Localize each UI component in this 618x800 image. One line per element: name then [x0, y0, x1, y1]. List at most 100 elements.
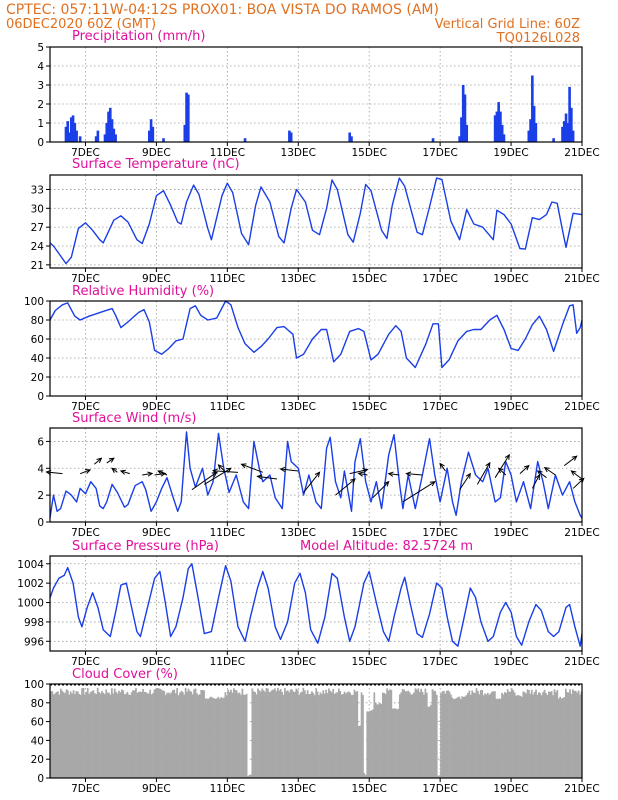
cloud-bar [76, 691, 79, 778]
wind-arrow-head [357, 471, 364, 477]
cloud-bar [508, 691, 510, 778]
precip-bar [96, 130, 100, 142]
wind-arrow-head [217, 464, 224, 470]
precip-bar [463, 94, 467, 142]
cloud-bar [59, 688, 62, 778]
cloud-bar [573, 690, 576, 778]
cloud-bar [495, 698, 498, 778]
cloud-bar [308, 694, 310, 778]
cloud-bar [267, 688, 269, 778]
cloud-bar [369, 710, 371, 778]
precip-bar [94, 136, 98, 142]
cloud-bar [474, 693, 476, 778]
wind-arrow [372, 480, 390, 499]
wind-arrow [543, 466, 556, 476]
cloud-bar [250, 774, 252, 778]
cloud-bar [108, 692, 110, 778]
cloud-bar [234, 689, 237, 778]
cloud-bar [560, 698, 563, 778]
cloud-bar [320, 693, 323, 778]
cloud-bar [271, 689, 274, 778]
x-tick-label: 9DEC [142, 147, 171, 159]
precip-bar [66, 121, 70, 142]
wind-arrow-shaft [257, 475, 278, 480]
wind-arrow [94, 457, 103, 465]
cloud-bar [440, 693, 442, 778]
precip-bar [75, 130, 78, 142]
cloud-bar [302, 687, 305, 778]
cloud-bar [187, 688, 190, 778]
cloud-bar [101, 691, 103, 778]
cloud-bar [477, 690, 479, 778]
cloud-bar [237, 693, 239, 778]
wind-arrow-head [383, 480, 390, 487]
cloud-bar [294, 691, 296, 778]
cloud-bar [411, 694, 414, 778]
wind-arrow [563, 455, 578, 466]
cloud-bar [299, 692, 302, 778]
precip-bar [348, 132, 351, 142]
cloud-bar [423, 694, 425, 778]
wind-arrow [439, 462, 446, 472]
x-tick-label: 19DEC [493, 147, 528, 159]
cloud-bar [106, 692, 109, 778]
cloud-bar [78, 693, 81, 778]
cloud-bar [125, 693, 127, 778]
cloud-bar [198, 694, 201, 778]
cloud-bar [75, 691, 78, 778]
cloud-bar [406, 691, 408, 778]
wind-arrow-head [465, 472, 471, 479]
cloud-bar [130, 692, 133, 778]
wind-arrow-shaft [94, 457, 102, 465]
x-tick-label: 7DEC [71, 527, 100, 539]
cloud-bar [217, 696, 220, 778]
cloud-bar [58, 694, 61, 778]
cloud-bar [51, 691, 54, 778]
cloud-bar [469, 694, 472, 778]
cloud-bar [181, 691, 184, 778]
cloud-bar [515, 695, 518, 778]
precip-bar [71, 115, 75, 142]
cloud-bar [92, 690, 95, 778]
wind-arrow-shaft [439, 463, 446, 472]
pressure-frame [49, 555, 583, 652]
cloud-bar [183, 694, 186, 778]
cloud-bar [99, 693, 102, 778]
wind-arrow-head [439, 462, 445, 469]
cloud-bar [489, 693, 492, 778]
y-tick-label: 24 [31, 241, 45, 253]
precip-bar [502, 134, 506, 142]
cloud-bar [105, 689, 108, 778]
cloud-bar [79, 694, 82, 778]
cloud-bar [102, 692, 105, 778]
cloud-bar [538, 692, 540, 778]
wind-arrow-head [362, 468, 369, 474]
precip-bar [561, 126, 564, 142]
wind-arrow-head [157, 470, 164, 476]
precip-bar [151, 126, 155, 142]
x-tick-label: 11DEC [210, 147, 245, 159]
cloud-bar [230, 689, 232, 778]
y-tick-label: 80 [31, 698, 44, 710]
wind-arrow-shaft [46, 471, 63, 475]
precip-bar [112, 128, 116, 142]
wind-arrow [211, 468, 239, 474]
cloud-bar [479, 690, 482, 778]
cloud-bar [176, 688, 178, 778]
wind-arrow-head [119, 469, 126, 475]
precip-bar [570, 107, 573, 142]
cloud-bar [305, 694, 308, 778]
cloud-bar [421, 691, 424, 778]
cloud-bar [71, 693, 73, 778]
cloud-bar [156, 687, 159, 778]
cloud-bar [203, 690, 205, 778]
precip-bar [105, 123, 109, 142]
cloud-bar [207, 698, 210, 778]
cloud-bar [564, 688, 567, 778]
cloud-bar [278, 690, 281, 778]
cloud-bar [499, 698, 502, 778]
cloud-bar [373, 692, 376, 778]
cloud-bar [377, 704, 380, 778]
cloud-bar [150, 694, 153, 778]
cloud-bar [163, 691, 166, 778]
